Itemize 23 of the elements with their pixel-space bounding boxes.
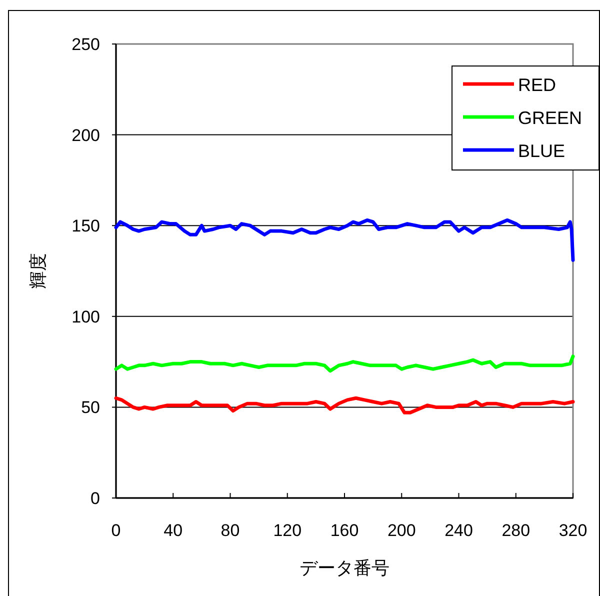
x-tick-label: 280 <box>502 521 530 540</box>
x-tick-label: 320 <box>558 521 588 540</box>
y-tick-label: 0 <box>90 489 100 508</box>
y-tick-label: 100 <box>72 307 100 326</box>
x-tick-label: 160 <box>330 521 359 540</box>
y-tick-label: 200 <box>72 126 100 145</box>
line-series <box>114 396 575 414</box>
x-axis-title: データ番号 <box>300 558 390 578</box>
legend-label: BLUE <box>518 141 566 161</box>
y-tick-label: 50 <box>81 398 100 418</box>
line-series <box>114 354 575 373</box>
y-tick-label: 150 <box>72 216 100 236</box>
x-tick-label: 0 <box>111 521 121 540</box>
y-axis-title: 輝度 <box>28 253 48 289</box>
legend-label: GREEN <box>518 108 582 128</box>
y-tick-label: 250 <box>72 35 100 54</box>
x-tick-label: 120 <box>273 521 302 540</box>
line-series <box>114 218 575 262</box>
x-tick-label: 200 <box>387 521 416 540</box>
x-tick-label: 80 <box>220 521 240 540</box>
x-tick-label: 240 <box>444 521 473 540</box>
legend-label: RED <box>518 75 556 95</box>
x-tick-label: 40 <box>164 521 183 540</box>
